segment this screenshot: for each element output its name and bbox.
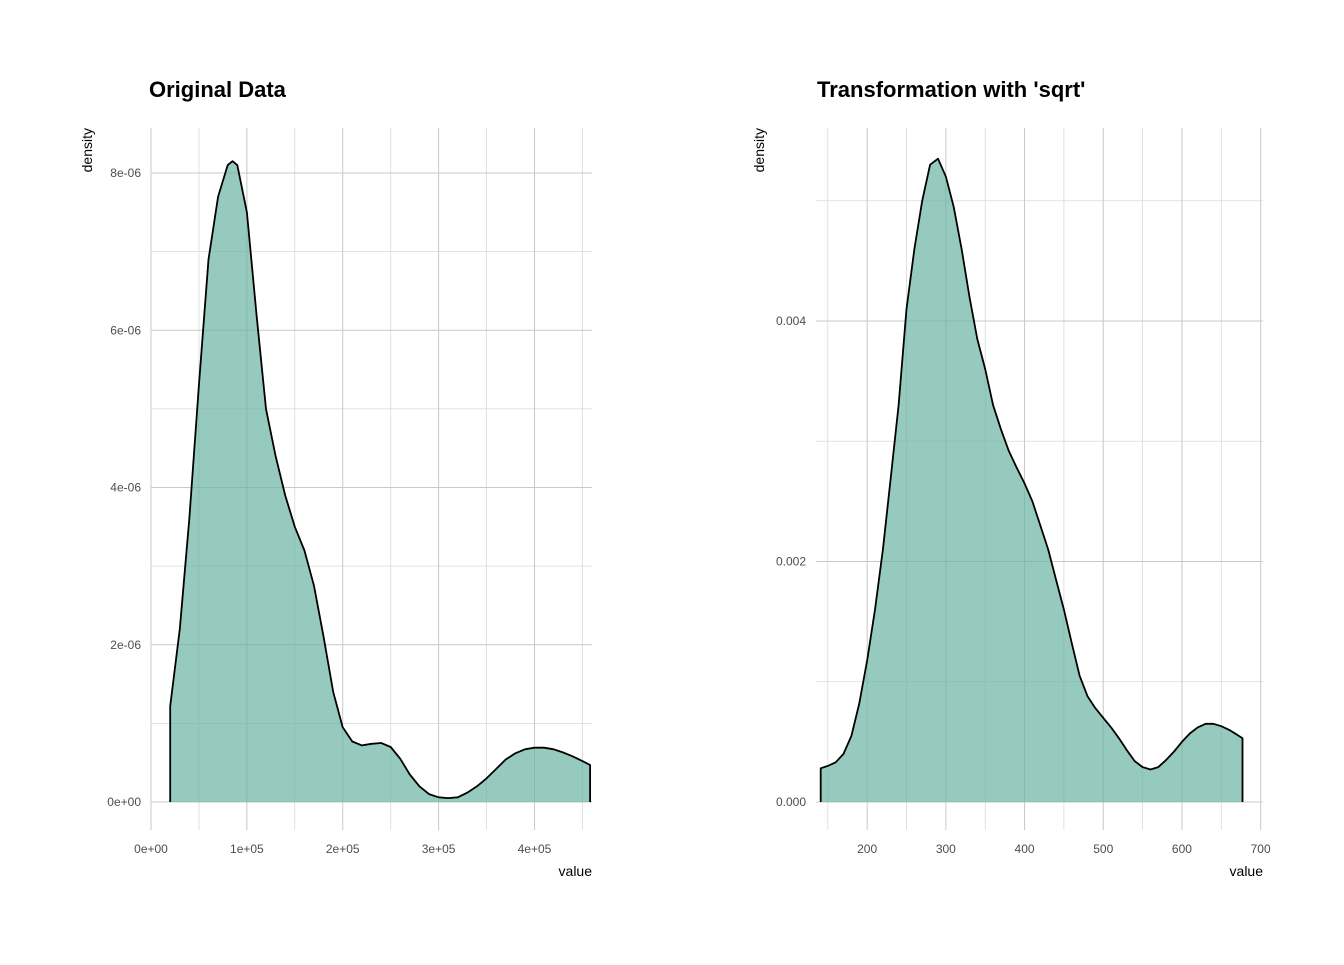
y-axis-label: density (79, 128, 95, 172)
y-tick-label: 2e-06 (110, 638, 141, 652)
panel-sqrt-transformation: 200 300 400 500 600 700 0.000 0.002 0.004 Transfo… (751, 77, 1271, 879)
x-tick-label: 200 (857, 842, 877, 856)
x-tick-label: 300 (936, 842, 956, 856)
x-tick-label: 400 (1015, 842, 1035, 856)
y-tick-label: 0.002 (776, 555, 806, 569)
density-line (169, 160, 591, 802)
y-tick-label: 8e-06 (110, 166, 141, 180)
y-tick-label: 0e+00 (107, 795, 141, 809)
y-tick-label: 4e-06 (110, 481, 141, 495)
x-tick-label: 2e+05 (326, 842, 360, 856)
x-tick-label: 3e+05 (422, 842, 456, 856)
y-tick-label: 6e-06 (110, 323, 141, 337)
x-tick-label: 700 (1251, 842, 1271, 856)
chart-title: Transformation with 'sqrt' (817, 77, 1085, 102)
x-tick-label: 600 (1172, 842, 1192, 856)
y-axis-label: density (751, 128, 767, 172)
x-tick-label: 500 (1093, 842, 1113, 856)
density-area (170, 161, 591, 802)
y-tick-label: 0.004 (776, 314, 806, 328)
x-tick-label: 0e+00 (134, 842, 168, 856)
x-axis-label: value (559, 863, 593, 879)
x-axis-label: value (1230, 863, 1264, 879)
y-tick-label: 0.000 (776, 795, 806, 809)
density-area (820, 158, 1243, 802)
chart-title: Original Data (149, 77, 287, 102)
x-tick-label: 4e+05 (518, 842, 552, 856)
panel-original-data: 0e+00 1e+05 2e+05 3e+05 4e+05 0e+00 2e-06 4e-06… (79, 77, 592, 879)
x-tick-label: 1e+05 (230, 842, 264, 856)
density-line (819, 157, 1244, 802)
